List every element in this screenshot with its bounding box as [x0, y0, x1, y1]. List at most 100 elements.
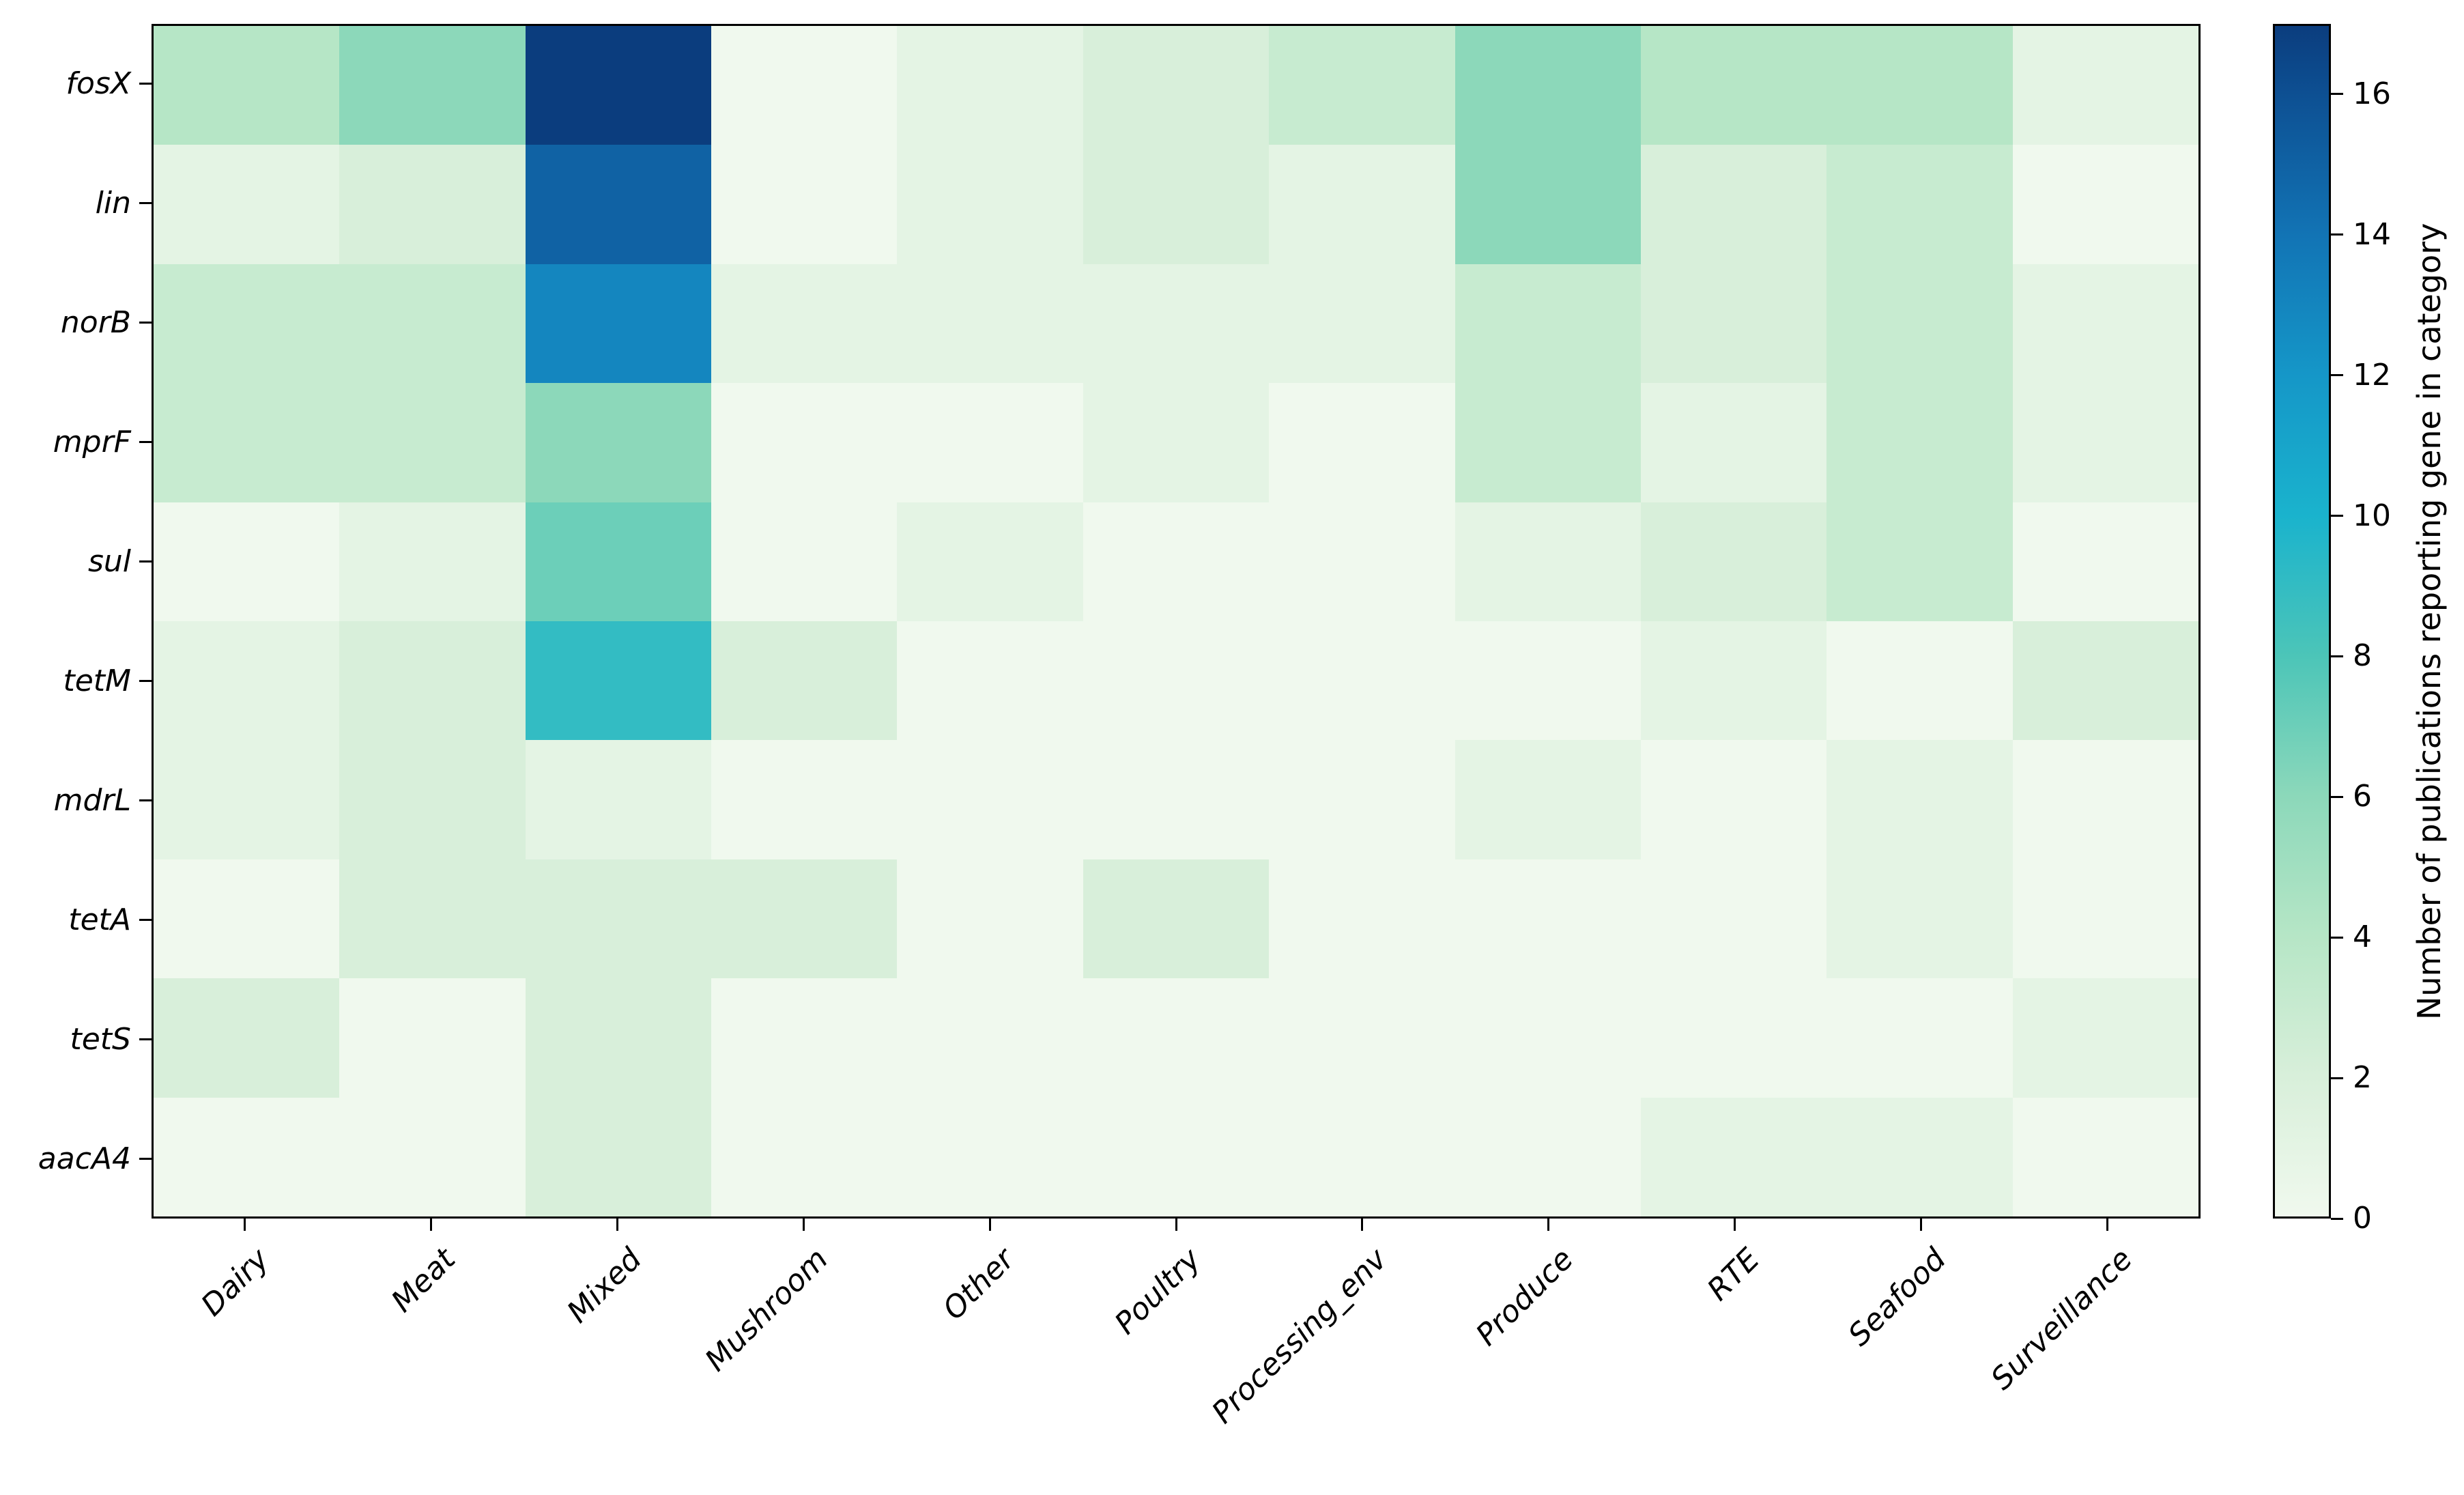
- heatmap-cell: [525, 264, 712, 384]
- heatmap-cell: [154, 264, 340, 384]
- y-axis-tick-label: tetM: [63, 663, 131, 698]
- x-axis-tick-mark: [243, 1219, 246, 1231]
- x-axis-tick-mark: [1175, 1219, 1177, 1231]
- heatmap-cell: [897, 1097, 1083, 1216]
- heatmap-cell: [1083, 264, 1270, 384]
- heatmap-cell: [1640, 978, 1827, 1098]
- heatmap-cell: [1455, 621, 1641, 741]
- heatmap-cell: [711, 740, 898, 859]
- x-axis-tick-mark: [429, 1219, 432, 1231]
- heatmap-cell: [1455, 1097, 1641, 1216]
- colorbar-tick-mark: [2331, 936, 2343, 939]
- heatmap-cell: [1455, 383, 1641, 502]
- heatmap-cell: [339, 145, 526, 264]
- x-axis-tick-mark: [616, 1219, 618, 1231]
- heatmap-cell: [1640, 740, 1827, 859]
- heatmap-cell: [1455, 145, 1641, 264]
- colorbar-tick-label: 6: [2353, 779, 2372, 814]
- heatmap-cell: [1083, 145, 1270, 264]
- x-axis-tick-mark: [802, 1219, 805, 1231]
- x-axis-tick-label: Processing_env: [1205, 1242, 1394, 1431]
- heatmap-cell: [1640, 145, 1827, 264]
- colorbar-tick-mark: [2331, 1217, 2343, 1220]
- heatmap-cell: [711, 978, 898, 1098]
- colorbar-tick-label: 10: [2353, 498, 2391, 533]
- heatmap-cell: [1826, 621, 2013, 741]
- heatmap-cell: [525, 383, 712, 502]
- heatmap-cell: [2012, 383, 2198, 502]
- heatmap-cell: [711, 26, 898, 145]
- heatmap-cell: [1826, 978, 2013, 1098]
- heatmap-cell: [1455, 740, 1641, 859]
- heatmap-cell: [2012, 264, 2198, 384]
- heatmap-cell: [339, 978, 526, 1098]
- x-axis-tick-label: Mixed: [560, 1242, 649, 1330]
- heatmap-cell: [1640, 1097, 1827, 1216]
- heatmap-cell: [711, 1097, 898, 1216]
- heatmap-cell: [897, 859, 1083, 979]
- heatmap-cell: [1269, 502, 1455, 621]
- heatmap-cell: [2012, 978, 2198, 1098]
- colorbar-tick-label: 16: [2353, 76, 2391, 111]
- colorbar-tick-label: 4: [2353, 920, 2372, 955]
- heatmap-cell: [154, 1097, 340, 1216]
- heatmap-cell: [154, 502, 340, 621]
- x-axis-tick-mark: [2106, 1219, 2109, 1231]
- colorbar-tick-label: 8: [2353, 638, 2372, 674]
- heatmap-cell: [1455, 264, 1641, 384]
- colorbar-tick-label: 14: [2353, 216, 2391, 252]
- heatmap-cell: [525, 26, 712, 145]
- heatmap-cell: [154, 859, 340, 979]
- heatmap-cell: [339, 740, 526, 859]
- heatmap-cell: [1826, 26, 2013, 145]
- colorbar-tick-mark: [2331, 1077, 2343, 1079]
- y-axis-tick-mark: [139, 560, 152, 563]
- heatmap-cell: [1083, 740, 1270, 859]
- heatmap-cell: [1269, 383, 1455, 502]
- heatmap-cell: [1083, 621, 1270, 741]
- heatmap-cell: [525, 621, 712, 741]
- heatmap-cell: [1640, 26, 1827, 145]
- y-axis-tick-label: sul: [87, 543, 131, 579]
- heatmap-cell: [897, 621, 1083, 741]
- y-axis-tick-mark: [139, 919, 152, 921]
- heatmap-cell: [1826, 383, 2013, 502]
- heatmap-cell: [2012, 1097, 2198, 1216]
- heatmap-cell: [339, 383, 526, 502]
- heatmap-cell: [1640, 621, 1827, 741]
- heatmap-cell: [897, 383, 1083, 502]
- x-axis-tick-label: Dairy: [195, 1242, 276, 1323]
- heatmap-cell: [2012, 145, 2198, 264]
- heatmap-cell: [1455, 859, 1641, 979]
- heatmap-cell: [1083, 978, 1270, 1098]
- colorbar-tick-mark: [2331, 233, 2343, 236]
- colorbar-tick-label: 0: [2353, 1201, 2372, 1236]
- y-axis-tick-label: mdrL: [53, 782, 131, 818]
- heatmap-cell: [2012, 26, 2198, 145]
- heatmap-cell: [1826, 740, 2013, 859]
- heatmap-cell: [1083, 383, 1270, 502]
- heatmap-cell: [2012, 740, 2198, 859]
- heatmap-cell: [711, 264, 898, 384]
- heatmap-cell: [711, 383, 898, 502]
- heatmap-cell: [1826, 145, 2013, 264]
- y-axis-tick-mark: [139, 680, 152, 682]
- heatmap-cell: [154, 145, 340, 264]
- heatmap-cell: [154, 740, 340, 859]
- colorbar-gradient: [2275, 26, 2329, 1216]
- colorbar-tick-label: 2: [2353, 1060, 2372, 1096]
- y-axis-tick-label: lin: [95, 185, 131, 220]
- x-axis-tick-label: Seafood: [1841, 1242, 1953, 1353]
- heatmap-cell: [1083, 859, 1270, 979]
- colorbar-axis-label: Number of publications reporting gene in…: [2411, 223, 2448, 1020]
- x-axis-tick-label: Poultry: [1108, 1242, 1208, 1341]
- heatmap-cell: [525, 145, 712, 264]
- heatmap-cell: [339, 502, 526, 621]
- heatmap-cell: [2012, 859, 2198, 979]
- heatmap-cell: [711, 859, 898, 979]
- heatmap-cell: [897, 145, 1083, 264]
- x-axis-tick-label: Surveillance: [1983, 1242, 2139, 1397]
- heatmap-cell: [1455, 978, 1641, 1098]
- heatmap-cell: [1083, 26, 1270, 145]
- heatmap-cell: [525, 740, 712, 859]
